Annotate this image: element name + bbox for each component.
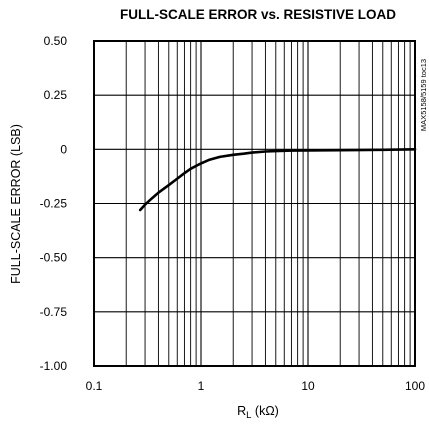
- y-tick-label: -0.75: [40, 305, 68, 319]
- x-tick-label: 10: [301, 379, 315, 393]
- y-axis-label: FULL-SCALE ERROR (LSB): [9, 124, 23, 284]
- y-tick-label: -0.25: [40, 197, 68, 211]
- x-tick-label: 0.1: [86, 379, 103, 393]
- figure-code-note: MAX5158/5159 toc13: [419, 59, 428, 131]
- y-tick-label: 0: [60, 142, 67, 156]
- x-axis-label: RL (kΩ): [237, 404, 279, 421]
- x-axis-label-main: R: [237, 404, 246, 418]
- y-tick-label: 0.25: [44, 88, 68, 102]
- y-tick-label: -1.00: [40, 359, 68, 373]
- x-tick-labels: 0.1 1 10 100: [86, 379, 426, 393]
- x-tick-label: 100: [405, 379, 425, 393]
- x-axis-label-unit: (kΩ): [251, 404, 278, 418]
- y-tick-label: -0.50: [40, 251, 68, 265]
- series-line: [138, 148, 417, 212]
- series-layer: [138, 148, 417, 212]
- y-tick-labels: 0.50 0.25 0 -0.25 -0.50 -0.75 -1.00: [40, 34, 68, 373]
- y-tick-label: 0.50: [44, 34, 68, 48]
- plot-frame: [93, 40, 416, 367]
- x-axis-label-subscript: L: [246, 410, 251, 421]
- chart-title: FULL-SCALE ERROR vs. RESISTIVE LOAD: [120, 7, 396, 22]
- grid: [93, 40, 416, 367]
- x-tick-label: 1: [198, 379, 205, 393]
